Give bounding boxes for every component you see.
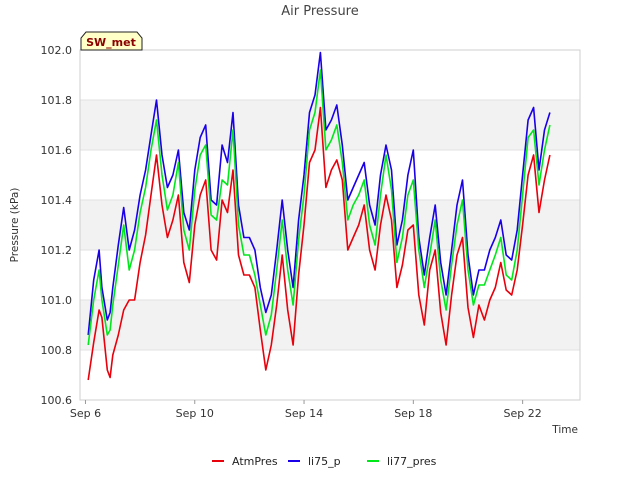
y-tick-label: 100.6 xyxy=(41,394,73,407)
x-tick-label: Sep 14 xyxy=(285,407,323,420)
y-tick-label: 102.0 xyxy=(41,44,73,57)
y-tick-label: 101.2 xyxy=(41,244,73,257)
legend-item: li75_p xyxy=(288,455,341,468)
site-badge-shape xyxy=(80,31,143,51)
y-tick-label: 100.8 xyxy=(41,344,73,357)
legend-label: AtmPres xyxy=(232,455,278,468)
site-badge: SW_met xyxy=(80,31,143,51)
legend-label: li75_p xyxy=(308,455,341,468)
site-badge-label: SW_met xyxy=(86,36,136,49)
y-axis: 100.6 100.8 101.0 101.2 101.4 101.6 101.8 102.0 xyxy=(41,44,73,407)
series-line-li75-p xyxy=(87,51,551,336)
series-line-atmpres xyxy=(87,106,551,381)
x-tick-label: Sep 18 xyxy=(394,407,432,420)
x-tick-label: Sep 10 xyxy=(176,407,214,420)
legend: AtmPres li75_p li77_pres xyxy=(212,455,437,468)
y-tick-label: 101.4 xyxy=(41,194,73,207)
legend-item: AtmPres xyxy=(212,455,278,468)
x-axis-label: Time xyxy=(551,424,578,436)
plot-frame xyxy=(79,49,581,401)
y-axis-label: Pressure (kPa) xyxy=(9,188,21,263)
y-tick-label: 101.0 xyxy=(41,294,73,307)
x-tick-label: Sep 6 xyxy=(70,407,101,420)
y-tick-label: 101.6 xyxy=(41,144,73,157)
series-line-li77-pres xyxy=(87,69,551,346)
series-lines xyxy=(87,51,551,381)
plot-band xyxy=(80,250,580,300)
plot-background xyxy=(80,50,580,400)
legend-item: li77_pres xyxy=(367,455,437,468)
x-tick-label: Sep 22 xyxy=(504,407,542,420)
plot-band xyxy=(80,50,580,100)
legend-label: li77_pres xyxy=(387,455,437,468)
plot-band xyxy=(80,350,580,400)
chart-title: Air Pressure xyxy=(281,4,359,19)
plot-band xyxy=(80,300,580,350)
x-axis: Sep 6 Sep 10 Sep 14 Sep 18 Sep 22 xyxy=(70,400,542,420)
y-tick-label: 101.8 xyxy=(41,94,73,107)
